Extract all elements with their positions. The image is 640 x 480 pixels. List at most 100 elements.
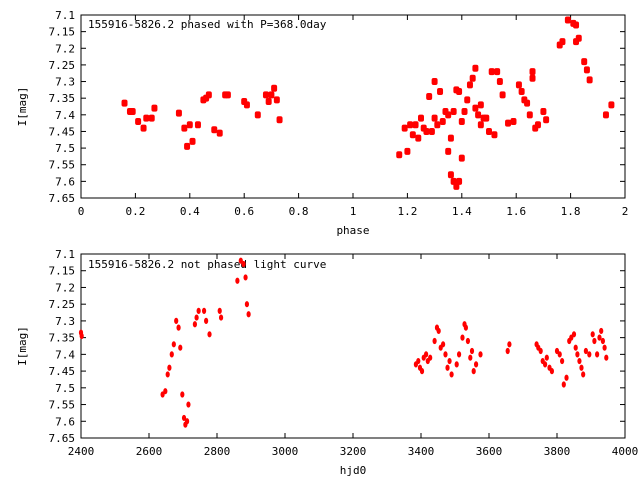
y-tick-label: 7.65 [49,192,76,205]
data-point [194,314,199,321]
data-point [160,391,165,398]
data-point [604,354,609,361]
data-point [602,344,607,351]
data-point [515,81,522,89]
data-point [456,88,463,96]
data-point [573,21,580,29]
data-point [592,337,597,345]
x-axis-label: hjd0 [340,464,367,477]
data-point [180,391,185,398]
data-point [600,337,606,345]
data-point [262,91,269,99]
data-point [518,88,525,96]
data-point [510,117,517,125]
data-point [491,131,498,139]
data-point [454,361,459,368]
x-tick-label: 2 [622,205,629,218]
data-point [456,177,463,185]
data-point [165,371,170,378]
y-tick-label: 7.55 [49,399,76,412]
data-point [436,327,441,335]
plot-frame [80,253,626,439]
data-point [424,351,429,358]
data-point [599,327,604,335]
data-point [538,347,543,355]
data-point [559,38,566,46]
chart-title: 155916-5826.2 phased with P=368.0day [88,18,327,31]
x-tick-label: 2800 [204,445,231,458]
x-tick-label: 0.2 [125,205,145,218]
data-point [211,126,218,134]
data-point [587,351,592,358]
x-tick-label: 2600 [136,445,163,458]
y-tick-label: 7.2 [55,281,75,294]
data-point [428,127,435,135]
data-point [163,388,168,395]
data-point [244,301,250,308]
data-point [579,364,584,371]
data-point [560,357,565,365]
data-point [554,347,560,355]
data-point [276,116,283,124]
data-point [445,111,452,119]
data-point [595,351,600,358]
data-point [478,351,483,358]
x-tick-label: 1.2 [397,205,417,218]
data-point [418,114,424,122]
data-point [456,351,462,358]
data-point [571,331,577,338]
data-point [464,96,471,104]
data-point [238,257,243,264]
data-point [268,91,275,99]
y-tick-label: 7.3 [55,315,75,328]
y-tick-label: 7.25 [49,298,76,311]
data-point [534,121,541,129]
data-point [171,341,176,348]
y-tick-label: 7.2 [55,42,75,55]
data-point [529,68,536,76]
data-point [192,321,197,328]
data-point [443,351,448,358]
y-tick-label: 7.65 [49,432,76,445]
data-point [151,104,158,112]
data-point [181,124,188,132]
x-tick-label: 1.6 [506,205,526,218]
data-point [181,414,187,422]
data-point [121,99,128,107]
y-tick-label: 7.1 [55,9,75,22]
data-point [543,116,550,124]
y-axis-label: I[mag] [16,87,29,127]
data-point [524,99,531,107]
data-point [465,337,471,345]
data-point [207,331,212,338]
data-point [597,334,602,341]
data-point [184,418,190,425]
data-point [407,121,414,129]
data-point [447,134,454,142]
data-point [475,111,482,119]
data-point [608,101,615,109]
data-point [412,121,419,129]
data-point [428,354,433,361]
data-point [561,381,566,388]
data-point [569,334,574,341]
data-point [564,374,569,381]
data-point [468,354,473,361]
data-point [143,114,150,122]
x-axis-label: phase [336,224,369,237]
x-tick-label: 1.8 [561,205,581,218]
y-axis-label: I[mag] [16,326,29,366]
x-tick-label: 3000 [272,445,299,458]
data-point [602,111,609,119]
data-point [460,334,465,341]
data-point [189,137,196,145]
data-point [431,78,438,86]
data-point [396,151,403,159]
data-point [439,117,446,125]
y-tick-label: 7.15 [49,265,76,278]
data-point [590,331,595,338]
data-point [496,78,503,86]
data-point [441,341,446,348]
data-point [469,347,475,355]
data-point [505,347,510,355]
